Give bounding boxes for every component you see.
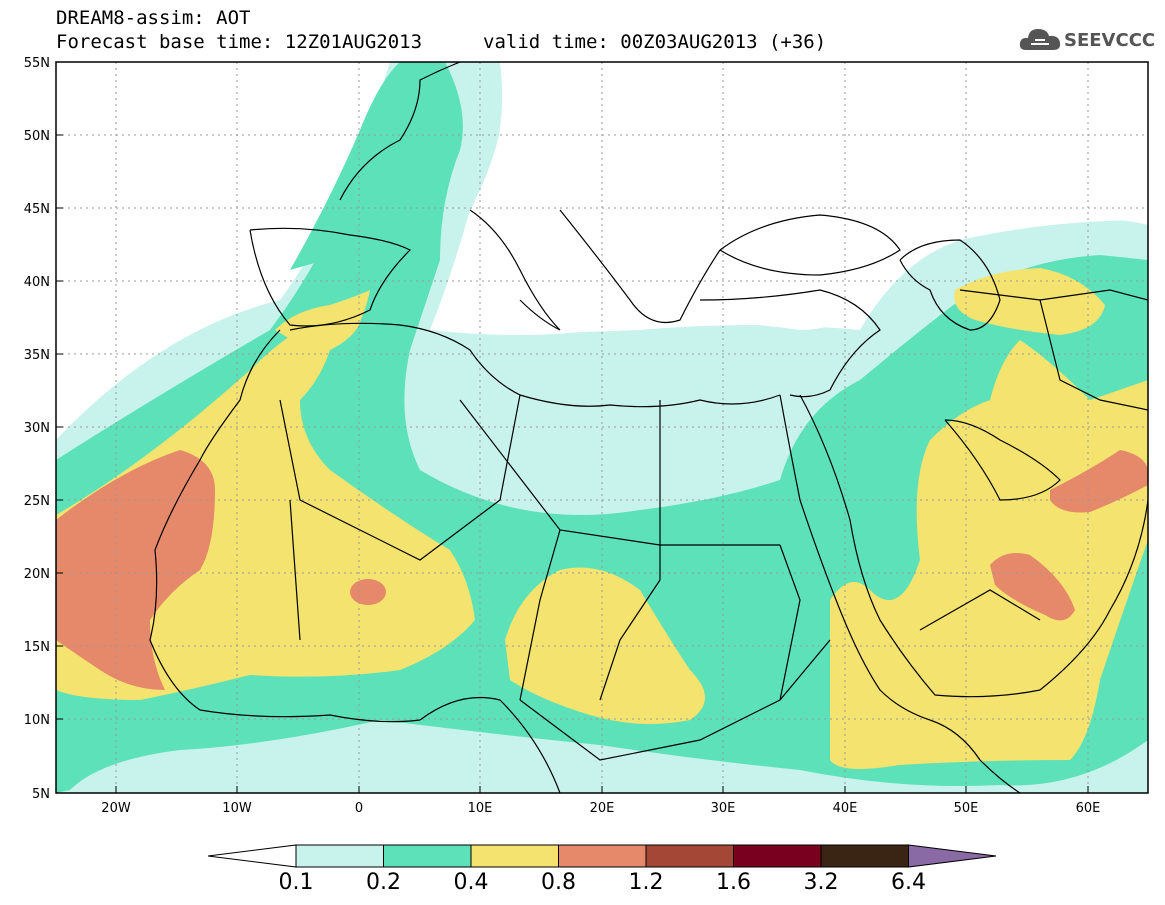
lon-label: 30E xyxy=(711,801,736,816)
lat-label: 40N xyxy=(24,275,50,290)
lat-labels: 5N 10N 15N 20N 25N 30N 35N 40N 45N 50N 5… xyxy=(24,56,50,802)
coastlines xyxy=(149,62,1148,793)
colorbar-high-arrow xyxy=(908,844,997,868)
colorbar-swatch xyxy=(733,844,822,868)
lon-label: 60E xyxy=(1076,801,1101,816)
colorbar xyxy=(207,844,997,868)
colorbar-swatch xyxy=(558,844,647,868)
aot-band-0.2-europe xyxy=(290,62,460,270)
seevccc-logo: SEEVCCC xyxy=(1018,24,1158,56)
lon-label: 0 xyxy=(355,801,363,816)
valid-time: valid time: 00Z03AUG2013 (+36) xyxy=(483,31,827,53)
lon-label: 20E xyxy=(590,801,615,816)
lat-label: 5N xyxy=(32,787,50,802)
lat-label: 15N xyxy=(24,640,50,655)
colorbar-low-arrow xyxy=(207,844,297,868)
lon-label: 20W xyxy=(101,801,131,816)
graticule xyxy=(56,62,1148,793)
lon-label: 50E xyxy=(954,801,979,816)
lon-label: 40E xyxy=(833,801,858,816)
lat-label: 35N xyxy=(24,348,50,363)
lon-labels: 20W 10W 0 10E 20E 30E 40E 50E 60E xyxy=(101,801,1100,816)
colorbar-label: 0.2 xyxy=(366,870,401,895)
lat-label: 45N xyxy=(24,202,50,217)
aot-band-0.8-west-africa xyxy=(56,450,215,690)
logo-text: SEEVCCC xyxy=(1064,30,1156,51)
colorbar-label: 6.4 xyxy=(891,870,926,895)
colorbar-label: 3.2 xyxy=(803,870,839,895)
colorbar-label: 0.8 xyxy=(541,870,576,895)
colorbar-swatch xyxy=(645,844,734,868)
lat-label: 50N xyxy=(24,129,50,144)
aot-band-0.8-iran xyxy=(1050,450,1148,513)
lat-label: 25N xyxy=(24,494,50,509)
forecast-base-time: Forecast base time: 12Z01AUG2013 xyxy=(56,31,423,53)
colorbar-label: 1.6 xyxy=(716,870,751,895)
colorbar-swatch xyxy=(383,844,472,868)
aot-band-0.4-central xyxy=(505,567,705,724)
lon-label: 10E xyxy=(468,801,493,816)
aot-band-0.8-mali xyxy=(350,579,386,605)
aot-band-0.8-oman xyxy=(990,552,1075,621)
lat-label: 10N xyxy=(24,713,50,728)
colorbar-swatch xyxy=(820,844,909,868)
cloud-logo-icon xyxy=(1019,29,1061,50)
aot-band-0.4-iberia xyxy=(275,290,370,345)
clear-europe xyxy=(466,62,1148,333)
map-title: DREAM8-assim: AOT xyxy=(56,7,251,29)
colorbar-label: 0.1 xyxy=(278,870,314,895)
colorbar-swatch xyxy=(295,844,384,868)
aot-band-0.4-arabia xyxy=(830,340,1148,769)
aot-contours xyxy=(56,62,1148,793)
colorbar-label: 0.4 xyxy=(453,870,489,895)
lon-label: 10W xyxy=(222,801,252,816)
aot-band-0.4-caspian xyxy=(954,268,1105,335)
lat-label: 20N xyxy=(24,567,50,582)
colorbar-swatch xyxy=(470,844,559,868)
lat-label: 55N xyxy=(24,56,50,71)
colorbar-label: 1.2 xyxy=(628,870,664,895)
axis-ticks xyxy=(56,134,1089,793)
lat-label: 30N xyxy=(24,421,50,436)
